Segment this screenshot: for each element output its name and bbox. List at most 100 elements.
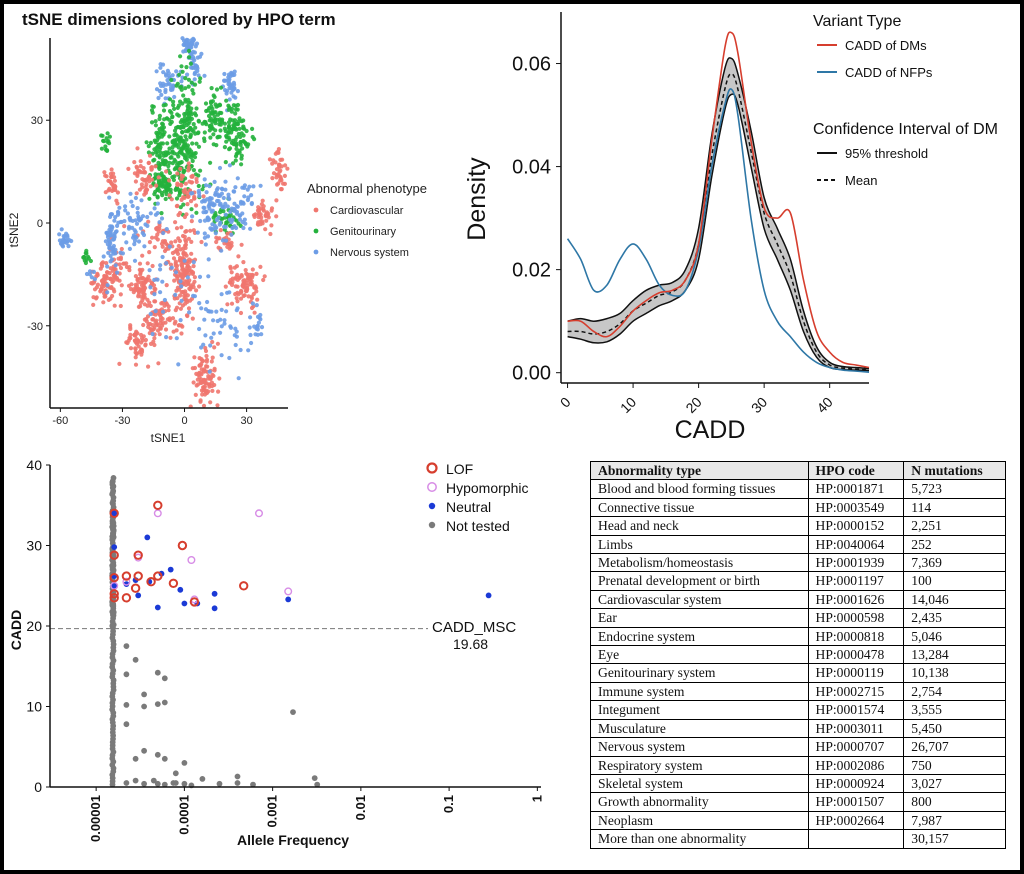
tsne-point bbox=[198, 371, 203, 376]
cell-abnormality-type: Ear bbox=[590, 608, 809, 628]
tsne-point bbox=[189, 251, 194, 256]
tsne-point bbox=[163, 196, 168, 202]
tsne-point bbox=[225, 88, 230, 93]
tsne-point bbox=[136, 344, 141, 349]
tsne-point bbox=[150, 263, 155, 269]
tsne-point bbox=[128, 325, 133, 330]
table-body: Blood and blood forming tissues HP:000187… bbox=[590, 479, 1006, 849]
not-tested-point bbox=[181, 760, 188, 766]
tsne-point bbox=[209, 86, 214, 91]
tsne-point bbox=[170, 73, 175, 78]
tsne-point bbox=[182, 258, 187, 263]
table-row: More than one abnormality 30,157 bbox=[590, 829, 1006, 849]
tsne-point bbox=[171, 99, 176, 104]
tsne-point bbox=[255, 222, 260, 227]
tsne-point bbox=[197, 274, 203, 279]
tsne-point bbox=[220, 117, 225, 122]
tsne-point bbox=[141, 166, 146, 171]
cell-hpo-code: HP:0000478 bbox=[807, 645, 905, 665]
tsne-point bbox=[247, 325, 252, 330]
tsne-point bbox=[173, 270, 179, 275]
density-panel: 0.00 0.02 0.04 0.06 0 10 20 30 40 CADD Density V… bbox=[455, 0, 1020, 452]
tsne-point bbox=[151, 104, 156, 109]
neutral-point bbox=[177, 586, 184, 593]
tsne-point bbox=[223, 224, 228, 230]
tsne-point bbox=[180, 174, 185, 179]
tsne-point bbox=[201, 403, 207, 408]
tsne-point bbox=[150, 235, 155, 240]
cell-n-mutations: 5,450 bbox=[903, 718, 1006, 739]
tsne-point bbox=[225, 302, 230, 307]
table-row: Connective tissue HP:0003549 114 bbox=[590, 497, 1006, 518]
tsne-point bbox=[198, 398, 203, 403]
tsne-point bbox=[266, 215, 271, 220]
tsne-x-tick-label: -30 bbox=[114, 415, 130, 427]
tsne-point bbox=[163, 102, 168, 107]
column-header-abnormality-type: Abnormality type bbox=[590, 460, 809, 481]
cell-abnormality-type: Limbs bbox=[590, 534, 809, 555]
legend-label-lof: LOF bbox=[446, 461, 473, 477]
tsne-point bbox=[215, 236, 220, 241]
tsne-point bbox=[155, 194, 160, 199]
tsne-point bbox=[163, 96, 168, 101]
tsne-point bbox=[220, 187, 225, 192]
tsne-point bbox=[233, 342, 238, 348]
af-y-tick-label: 20 bbox=[26, 618, 42, 634]
cell-abnormality-type: Growth abnormality bbox=[590, 792, 809, 812]
lof-point bbox=[153, 571, 163, 581]
tsne-point bbox=[270, 161, 275, 166]
tsne-point bbox=[196, 188, 201, 194]
tsne-point bbox=[230, 217, 235, 222]
tsne-point bbox=[105, 131, 110, 136]
tsne-point bbox=[121, 231, 126, 236]
cell-abnormality-type: More than one abnormality bbox=[590, 829, 809, 849]
tsne-point bbox=[152, 277, 157, 282]
tsne-point bbox=[153, 172, 158, 177]
tsne-point bbox=[114, 198, 119, 203]
tsne-point bbox=[161, 230, 166, 236]
tsne-point bbox=[173, 239, 178, 244]
density-x-tick-label: 40 bbox=[813, 394, 835, 416]
tsne-point bbox=[178, 247, 183, 252]
tsne-point bbox=[254, 271, 259, 276]
tsne-point bbox=[107, 134, 112, 139]
not-tested-point bbox=[132, 755, 139, 762]
tsne-point bbox=[207, 206, 212, 211]
tsne-point bbox=[106, 250, 111, 255]
tsne-point bbox=[127, 335, 132, 341]
tsne-point bbox=[248, 226, 253, 231]
tsne-point bbox=[237, 150, 242, 155]
tsne-point bbox=[229, 232, 234, 237]
tsne-point bbox=[257, 212, 262, 218]
tsne-point bbox=[128, 191, 133, 196]
table-row: Growth abnormality HP:0001507 800 bbox=[590, 792, 1006, 812]
tsne-point bbox=[241, 126, 246, 131]
tsne-point bbox=[242, 217, 247, 222]
tsne-point bbox=[168, 335, 173, 340]
threshold-label: CADD_MSC bbox=[432, 619, 516, 636]
tsne-point bbox=[244, 288, 249, 293]
tsne-point bbox=[181, 146, 186, 151]
tsne-point bbox=[176, 362, 181, 367]
tsne-point bbox=[127, 224, 132, 229]
legend-swatch-cardiovascular bbox=[313, 207, 319, 213]
tsne-point bbox=[180, 233, 186, 239]
tsne-point bbox=[189, 174, 194, 179]
not-tested-point bbox=[109, 562, 116, 569]
tsne-point bbox=[197, 79, 202, 84]
tsne-point bbox=[211, 142, 216, 147]
tsne-point bbox=[161, 108, 167, 113]
tsne-point bbox=[192, 58, 197, 63]
lof-point bbox=[109, 589, 119, 599]
tsne-point bbox=[179, 183, 184, 188]
lof-point bbox=[121, 593, 132, 603]
tsne-point bbox=[183, 295, 188, 300]
tsne-point bbox=[164, 227, 169, 232]
tsne-point bbox=[234, 146, 239, 151]
tsne-point bbox=[117, 262, 122, 267]
cell-n-mutations: 750 bbox=[903, 755, 1006, 775]
tsne-point bbox=[254, 303, 259, 308]
tsne-point bbox=[167, 134, 172, 139]
tsne-point bbox=[184, 253, 189, 258]
not-tested-point bbox=[123, 721, 130, 728]
